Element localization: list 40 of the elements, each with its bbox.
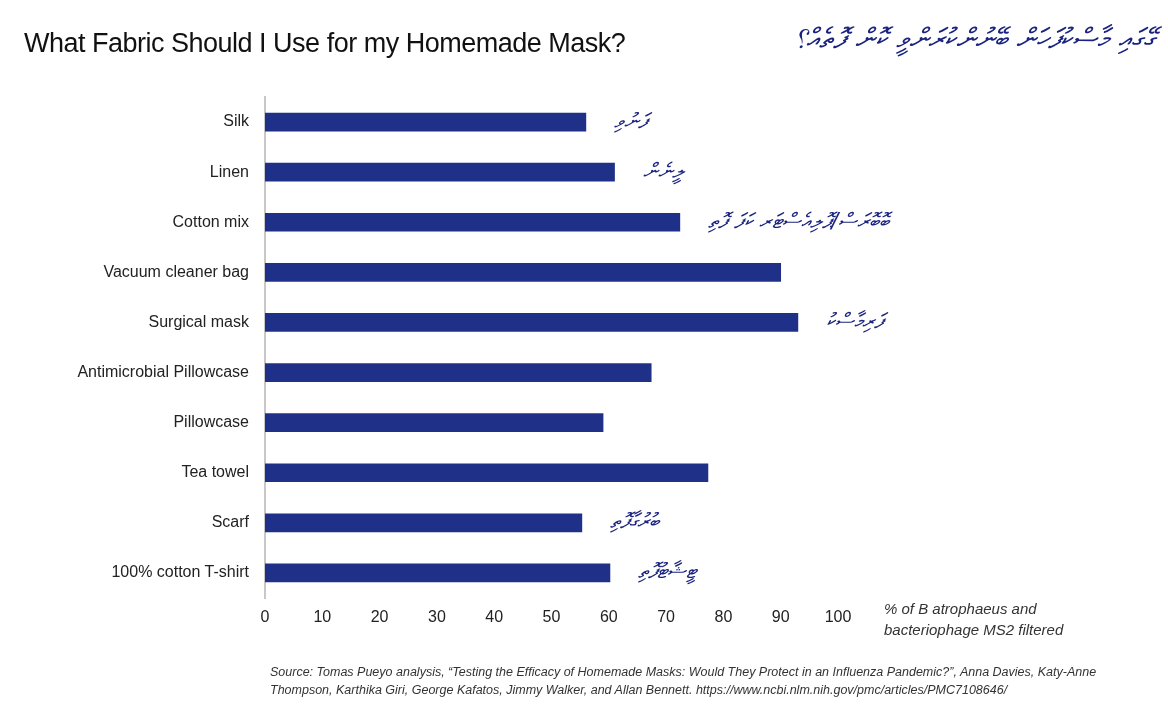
annotation: ފަނުވި	[612, 108, 653, 133]
bar	[265, 313, 799, 332]
bar	[265, 263, 782, 282]
x-tick-label: 90	[771, 608, 790, 626]
x-tick-label: 80	[714, 608, 733, 626]
bar	[265, 413, 604, 432]
x-tick-label: 0	[260, 608, 270, 626]
annotation: ބޮބޮރަސް/ޕޮލިއެސްޓަރ ކަފަ ފޮތި	[706, 208, 894, 233]
bar	[265, 513, 583, 533]
annotation: ފަރިމާސްކު	[825, 308, 889, 333]
annotation: ޓީޝާޓުފޮތި	[636, 559, 699, 586]
x-tick-label: 20	[370, 608, 389, 626]
y-tick-label: Antimicrobial Pillowcase	[77, 362, 250, 380]
chart-title: What Fabric Should I Use for my Homemade Mask?	[24, 28, 626, 59]
annotation: ލީނެން	[642, 158, 686, 185]
y-tick-label: 100% cotton T-shirt	[111, 563, 250, 581]
annotation: ބުރުގާފޮތި	[608, 509, 661, 534]
x-tick-label: 10	[313, 608, 332, 626]
y-tick-label: Vacuum cleaner bag	[103, 262, 249, 280]
x-tick-label: 100	[824, 608, 852, 626]
y-tick-label: Pillowcase	[173, 413, 250, 431]
x-tick-label: 40	[485, 608, 504, 626]
x-tick-label: 70	[657, 608, 676, 626]
bar	[265, 463, 709, 483]
x-tick-label: 60	[599, 608, 618, 626]
y-tick-label: Linen	[209, 162, 249, 180]
bar	[265, 212, 681, 232]
bar	[265, 563, 611, 583]
y-tick-label: Silk	[223, 112, 250, 130]
bar	[265, 162, 615, 182]
bar	[265, 112, 587, 132]
bar	[265, 363, 652, 382]
y-tick-label: Cotton mix	[172, 212, 249, 230]
x-axis-title: % of B atrophaeus and bacteriophage MS2 filtered	[884, 599, 1065, 640]
x-tick-label: 50	[542, 608, 561, 626]
y-tick-label: Surgical mask	[148, 312, 250, 330]
x-tick-label: 30	[428, 608, 446, 626]
y-tick-label: Scarf	[211, 513, 250, 531]
source-note: Source: Tomas Pueyo analysis, “Testing the Efficacy of Homemade Masks: Would They Protect in an Influenza Pandemic?”, Anna Davies, Katy-Anne Thompson, Karthika Giri, George Kafatos, Jimmy Walker, and Allan Bennett. https://www.ncbi.nlm.nih.gov/pmc/articles/PMC7108646/	[270, 664, 1098, 699]
y-tick-label: Tea towel	[181, 463, 249, 481]
